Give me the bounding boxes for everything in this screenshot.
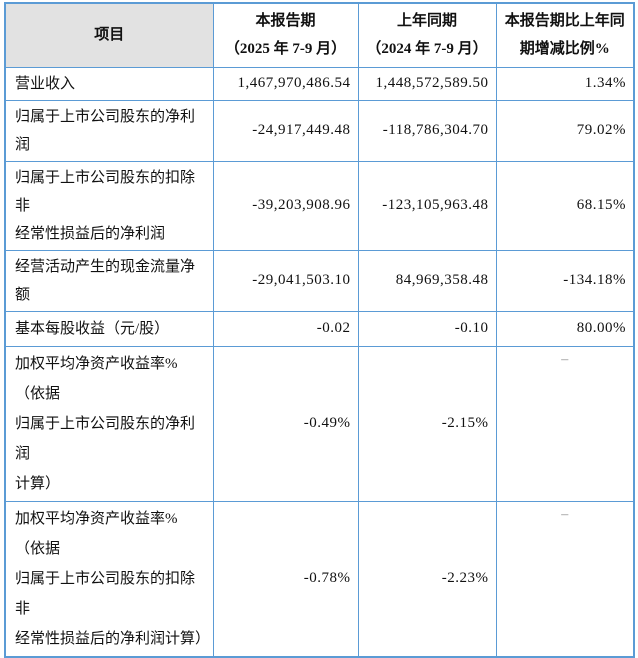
prior-period-value: 84,969,358.48 bbox=[357, 249, 497, 312]
current-period-value: -39,203,908.96 bbox=[212, 160, 359, 251]
table-row-weighted-avg-roe-excl-nonrecurring: 加权平均净资产收益率%（依据 归属于上市公司股东的扣除非 经常性损益后的净利润计… bbox=[4, 500, 635, 657]
table-row-weighted-avg-roe: 加权平均净资产收益率%（依据 归属于上市公司股东的净利润 计算） -0.49% … bbox=[4, 345, 635, 502]
row-label: 经营活动产生的现金流量净额 bbox=[4, 249, 214, 312]
table-row-basic-eps: 基本每股收益（元/股） -0.02 -0.10 80.00% bbox=[4, 310, 635, 347]
quarterly-financial-summary-table: 项目 本报告期 （2025 年 7-9 月） 上年同期 （2024 年 7-9 … bbox=[4, 2, 635, 658]
current-period-value: -0.49% bbox=[212, 345, 359, 502]
change-ratio-value: 1.34% bbox=[495, 66, 635, 101]
prior-period-value: -0.10 bbox=[357, 310, 497, 347]
change-ratio-value: – bbox=[495, 345, 635, 502]
header-change-ratio: 本报告期比上年同 期增减比例% bbox=[495, 2, 635, 68]
current-period-value: -24,917,449.48 bbox=[212, 99, 359, 162]
financial-summary-table-wrapper: 项目 本报告期 （2025 年 7-9 月） 上年同期 （2024 年 7-9 … bbox=[4, 2, 635, 658]
table-row-net-profit: 归属于上市公司股东的净利润 -24,917,449.48 -118,786,30… bbox=[4, 99, 635, 162]
prior-period-value: 1,448,572,589.50 bbox=[357, 66, 497, 101]
change-ratio-value: – bbox=[495, 500, 635, 657]
prior-period-value: -123,105,963.48 bbox=[357, 160, 497, 251]
prior-period-value: -118,786,304.70 bbox=[357, 99, 497, 162]
current-period-value: 1,467,970,486.54 bbox=[212, 66, 359, 101]
row-label: 营业收入 bbox=[4, 66, 214, 101]
row-label: 归属于上市公司股东的净利润 bbox=[4, 99, 214, 162]
table-row-net-profit-excl-nonrecurring: 归属于上市公司股东的扣除非 经常性损益后的净利润 -39,203,908.96 … bbox=[4, 160, 635, 251]
row-label: 归属于上市公司股东的扣除非 经常性损益后的净利润 bbox=[4, 160, 214, 251]
current-period-value: -29,041,503.10 bbox=[212, 249, 359, 312]
row-label: 加权平均净资产收益率%（依据 归属于上市公司股东的净利润 计算） bbox=[4, 345, 214, 502]
table-row-operating-cash-flow: 经营活动产生的现金流量净额 -29,041,503.10 84,969,358.… bbox=[4, 249, 635, 312]
row-label: 加权平均净资产收益率%（依据 归属于上市公司股东的扣除非 经常性损益后的净利润计… bbox=[4, 500, 214, 657]
prior-period-value: -2.23% bbox=[357, 500, 497, 657]
header-prior-period: 上年同期 （2024 年 7-9 月） bbox=[357, 2, 497, 68]
change-ratio-value: 80.00% bbox=[495, 310, 635, 347]
change-ratio-value: -134.18% bbox=[495, 249, 635, 312]
current-period-value: -0.02 bbox=[212, 310, 359, 347]
prior-period-value: -2.15% bbox=[357, 345, 497, 502]
current-period-value: -0.78% bbox=[212, 500, 359, 657]
row-label: 基本每股收益（元/股） bbox=[4, 310, 214, 347]
header-row: 项目 本报告期 （2025 年 7-9 月） 上年同期 （2024 年 7-9 … bbox=[4, 2, 635, 68]
change-ratio-value: 68.15% bbox=[495, 160, 635, 251]
change-ratio-value: 79.02% bbox=[495, 99, 635, 162]
table-row-operating-revenue: 营业收入 1,467,970,486.54 1,448,572,589.50 1… bbox=[4, 66, 635, 101]
header-item: 项目 bbox=[4, 2, 214, 68]
header-current-period: 本报告期 （2025 年 7-9 月） bbox=[212, 2, 359, 68]
